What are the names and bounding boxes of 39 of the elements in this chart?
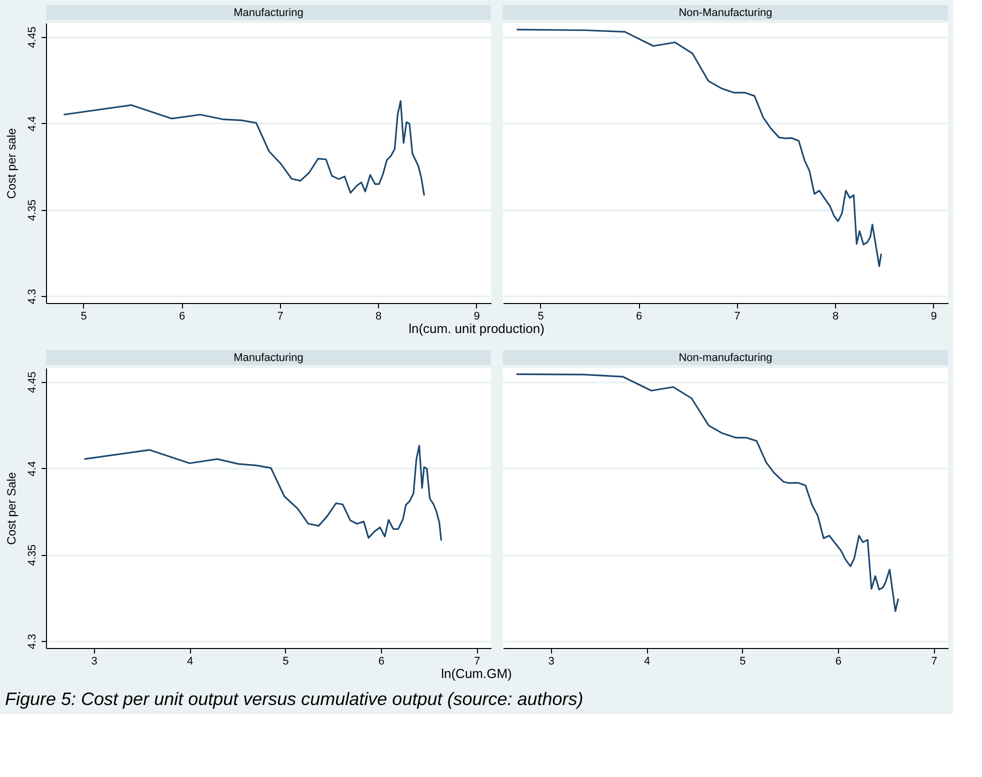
x-tick-label: 3 <box>548 656 554 668</box>
x-tick-label: 7 <box>474 656 480 668</box>
x-tick-label: 5 <box>740 656 746 668</box>
x-tick-label: 9 <box>930 310 937 322</box>
x-tick-label: 7 <box>734 310 740 322</box>
x-tick-label: 9 <box>474 310 480 322</box>
x-axis-title: ln(Cum.GM) <box>441 666 512 681</box>
line-series <box>83 444 442 542</box>
x-tick-label: 6 <box>179 310 186 322</box>
caption: Figure 5: Cost per unit output versus cumulative output (source: authors) <box>5 689 584 709</box>
x-tick-label: 4 <box>186 656 194 668</box>
line-series <box>62 100 425 196</box>
x-tick-label: 7 <box>931 656 938 668</box>
y-tick-label: 4.4 <box>26 116 38 132</box>
x-tick-label: 4 <box>644 656 650 668</box>
y-tick-label: 4.45 <box>26 26 38 48</box>
y-tick-label: 4.4 <box>26 461 38 476</box>
x-tick-label: 6 <box>378 656 385 668</box>
x-tick-label: 5 <box>538 310 544 322</box>
y-axis-title: Cost per sale <box>4 128 18 199</box>
y-tick-label: 4.3 <box>26 288 38 304</box>
x-tick-label: 7 <box>277 310 284 322</box>
y-tick-label: 4.45 <box>26 372 38 394</box>
y-tick-label: 4.35 <box>26 199 38 221</box>
y-tick-label: 4.35 <box>26 544 38 566</box>
x-tick-label: 8 <box>832 310 839 322</box>
chart-title: Non-Manufacturing <box>678 7 772 19</box>
x-tick-label: 6 <box>636 310 642 322</box>
chart-title: Manufacturing <box>234 352 304 364</box>
y-axis-title: Cost per Sale <box>4 472 18 545</box>
x-tick-label: 5 <box>80 310 87 322</box>
chart-title: Manufacturing <box>234 7 304 19</box>
x-tick-label: 3 <box>91 656 98 668</box>
chart-title: Non-manufacturing <box>678 352 772 364</box>
x-axis-title: ln(cum. unit production) <box>408 321 544 336</box>
x-tick-label: 6 <box>835 656 842 668</box>
y-tick-label: 4.3 <box>26 634 38 650</box>
x-tick-label: 8 <box>375 310 382 322</box>
x-tick-label: 5 <box>282 656 289 668</box>
